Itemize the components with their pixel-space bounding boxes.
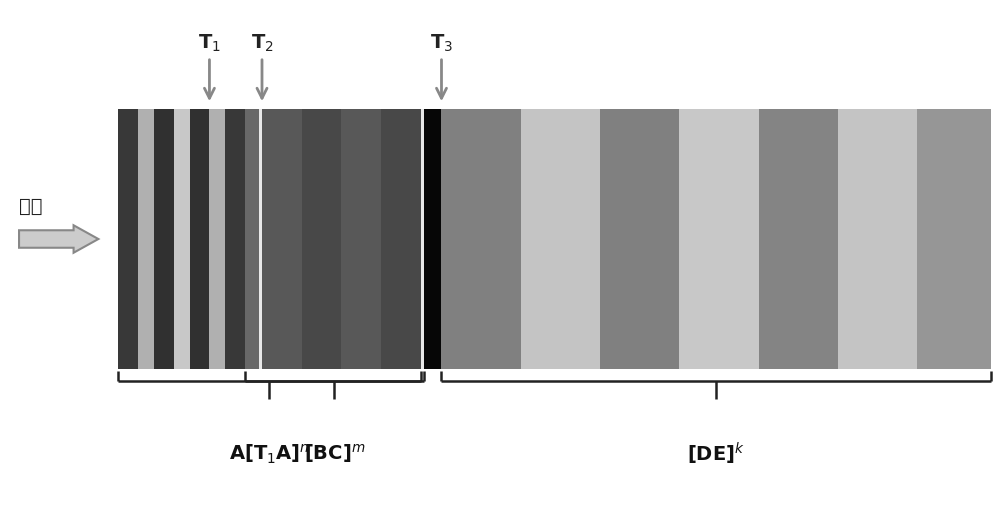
Text: T$_1$: T$_1$	[198, 33, 221, 98]
Bar	[138, 109, 154, 369]
Bar	[759, 109, 838, 369]
Bar	[424, 109, 441, 369]
Bar	[245, 109, 259, 369]
Text: A[T$_1$A]$^n$: A[T$_1$A]$^n$	[229, 442, 310, 465]
Bar	[381, 109, 421, 369]
Bar	[341, 109, 381, 369]
Bar	[118, 109, 138, 369]
Text: [DE]$^k$: [DE]$^k$	[687, 441, 745, 467]
Bar	[262, 109, 302, 369]
Bar	[225, 109, 245, 369]
Bar	[190, 109, 209, 369]
Bar	[917, 109, 991, 369]
Bar	[154, 109, 174, 369]
Bar	[259, 109, 262, 369]
Bar	[521, 109, 600, 369]
FancyArrow shape	[19, 225, 98, 253]
Text: 光线: 光线	[19, 197, 43, 216]
Bar	[600, 109, 679, 369]
Bar	[174, 109, 190, 369]
Bar	[209, 109, 225, 369]
Text: T$_2$: T$_2$	[251, 33, 273, 98]
Text: [BC]$^m$: [BC]$^m$	[304, 442, 365, 465]
Text: T$_3$: T$_3$	[430, 33, 453, 98]
Bar	[302, 109, 341, 369]
Bar	[441, 109, 521, 369]
Bar	[838, 109, 917, 369]
Bar	[679, 109, 759, 369]
Bar	[421, 109, 424, 369]
